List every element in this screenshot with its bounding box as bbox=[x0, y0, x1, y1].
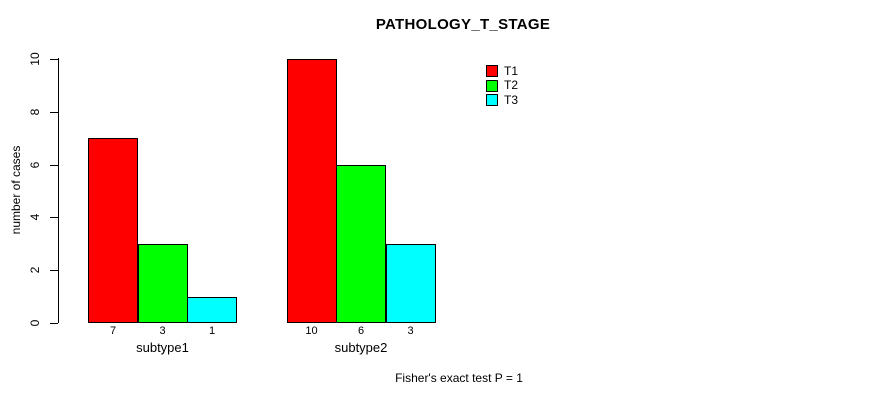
y-axis-tick bbox=[50, 59, 58, 60]
legend-label: T1 bbox=[504, 63, 519, 78]
legend-swatch-t3 bbox=[486, 94, 498, 107]
y-axis-tick bbox=[50, 217, 58, 218]
y-axis-line bbox=[58, 58, 59, 323]
legend-swatch-t1 bbox=[486, 65, 498, 78]
bar-t1-subtype1 bbox=[88, 138, 138, 323]
legend-label: T2 bbox=[504, 78, 519, 93]
annotation-text: Fisher's exact test P = 1 bbox=[395, 371, 523, 385]
legend-item-t3: T3 bbox=[486, 93, 518, 108]
bar-value-label: 3 bbox=[159, 325, 166, 337]
bar-value-label: 7 bbox=[109, 325, 117, 337]
bar-value-label: 1 bbox=[208, 325, 216, 337]
chart-title: PATHOLOGY_T_STAGE bbox=[375, 16, 551, 33]
y-axis-tick bbox=[50, 323, 58, 324]
y-tick-label: 4 bbox=[28, 213, 42, 221]
y-axis-tick bbox=[50, 165, 58, 166]
bar-t1-subtype2 bbox=[286, 59, 337, 323]
legend-item-t2: T2 bbox=[486, 79, 518, 94]
bar-value-label: 10 bbox=[305, 325, 318, 337]
bar-value-label: 3 bbox=[407, 325, 414, 337]
legend-label: T3 bbox=[504, 92, 519, 107]
legend: T1 T2 T3 bbox=[486, 64, 518, 108]
y-tick-label: 0 bbox=[28, 319, 42, 327]
legend-swatch-t2 bbox=[486, 79, 498, 92]
bar-t3-subtype1 bbox=[187, 297, 237, 323]
y-axis-tick bbox=[50, 112, 58, 113]
bar-t2-subtype1 bbox=[137, 244, 188, 323]
bar-t2-subtype2 bbox=[336, 165, 386, 323]
y-tick-label: 10 bbox=[28, 52, 42, 66]
bar-t3-subtype2 bbox=[385, 244, 436, 323]
legend-item-t1: T1 bbox=[486, 64, 518, 79]
y-tick-label: 2 bbox=[28, 266, 42, 274]
y-tick-label: 6 bbox=[28, 161, 42, 169]
y-axis-tick bbox=[50, 270, 58, 271]
y-tick-label: 8 bbox=[28, 108, 42, 116]
bar-value-label: 6 bbox=[357, 325, 365, 337]
category-label: subtype2 bbox=[334, 340, 388, 355]
category-label: subtype1 bbox=[136, 340, 189, 355]
